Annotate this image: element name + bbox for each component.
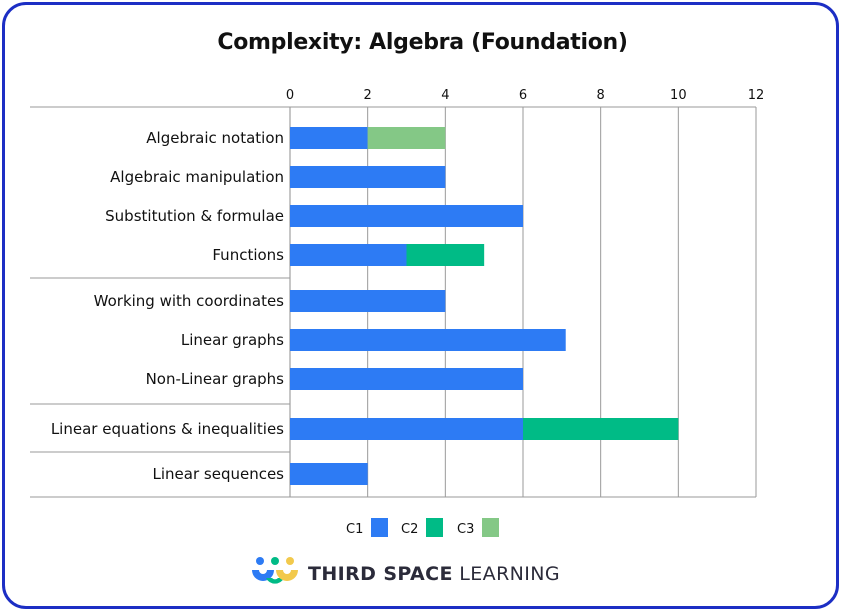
category-label: Linear graphs	[181, 331, 284, 349]
x-tick-label: 0	[286, 88, 294, 103]
legend-swatch	[482, 518, 499, 537]
category-label: Working with coordinates	[94, 292, 285, 310]
x-tick-label: 10	[670, 88, 687, 103]
brand-name-bold: THIRD SPACE	[308, 563, 453, 585]
category-label: Substitution & formulae	[105, 207, 284, 225]
bar-c2	[406, 244, 485, 266]
legend-label: C1	[346, 522, 363, 537]
bar-c1	[290, 329, 566, 351]
brand-logo: THIRD SPACE LEARNING	[250, 556, 560, 592]
x-tick-label: 4	[441, 88, 449, 103]
bar-c1	[290, 127, 368, 149]
bar-c1	[290, 290, 446, 312]
bar-c3	[367, 127, 446, 149]
people-logo-icon	[252, 557, 298, 584]
brand-name: THIRD SPACE LEARNING	[308, 563, 560, 585]
category-label: Functions	[212, 246, 284, 264]
category-label: Algebraic manipulation	[110, 168, 284, 186]
legend-label: C2	[401, 522, 418, 537]
category-label: Non-Linear graphs	[146, 370, 285, 388]
x-tick-label: 8	[597, 88, 605, 103]
legend-label: C3	[457, 522, 474, 537]
x-tick-label: 6	[519, 88, 527, 103]
category-label: Algebraic notation	[146, 129, 284, 147]
bar-c2	[523, 418, 679, 440]
brand-name-light: LEARNING	[452, 563, 561, 585]
chart-title: Complexity: Algebra (Foundation)	[217, 30, 628, 55]
bar-c1	[290, 368, 523, 390]
bar-c1	[290, 205, 523, 227]
category-label: Linear equations & inequalities	[51, 420, 284, 438]
bar-c1	[290, 418, 523, 440]
bar-c1	[290, 463, 368, 485]
legend-swatch	[371, 518, 388, 537]
legend-swatch	[426, 518, 443, 537]
bar-c1	[290, 166, 446, 188]
x-tick-label: 2	[364, 88, 372, 103]
bar-c1	[290, 244, 407, 266]
x-tick-label: 12	[748, 88, 765, 103]
category-label: Linear sequences	[153, 465, 285, 483]
